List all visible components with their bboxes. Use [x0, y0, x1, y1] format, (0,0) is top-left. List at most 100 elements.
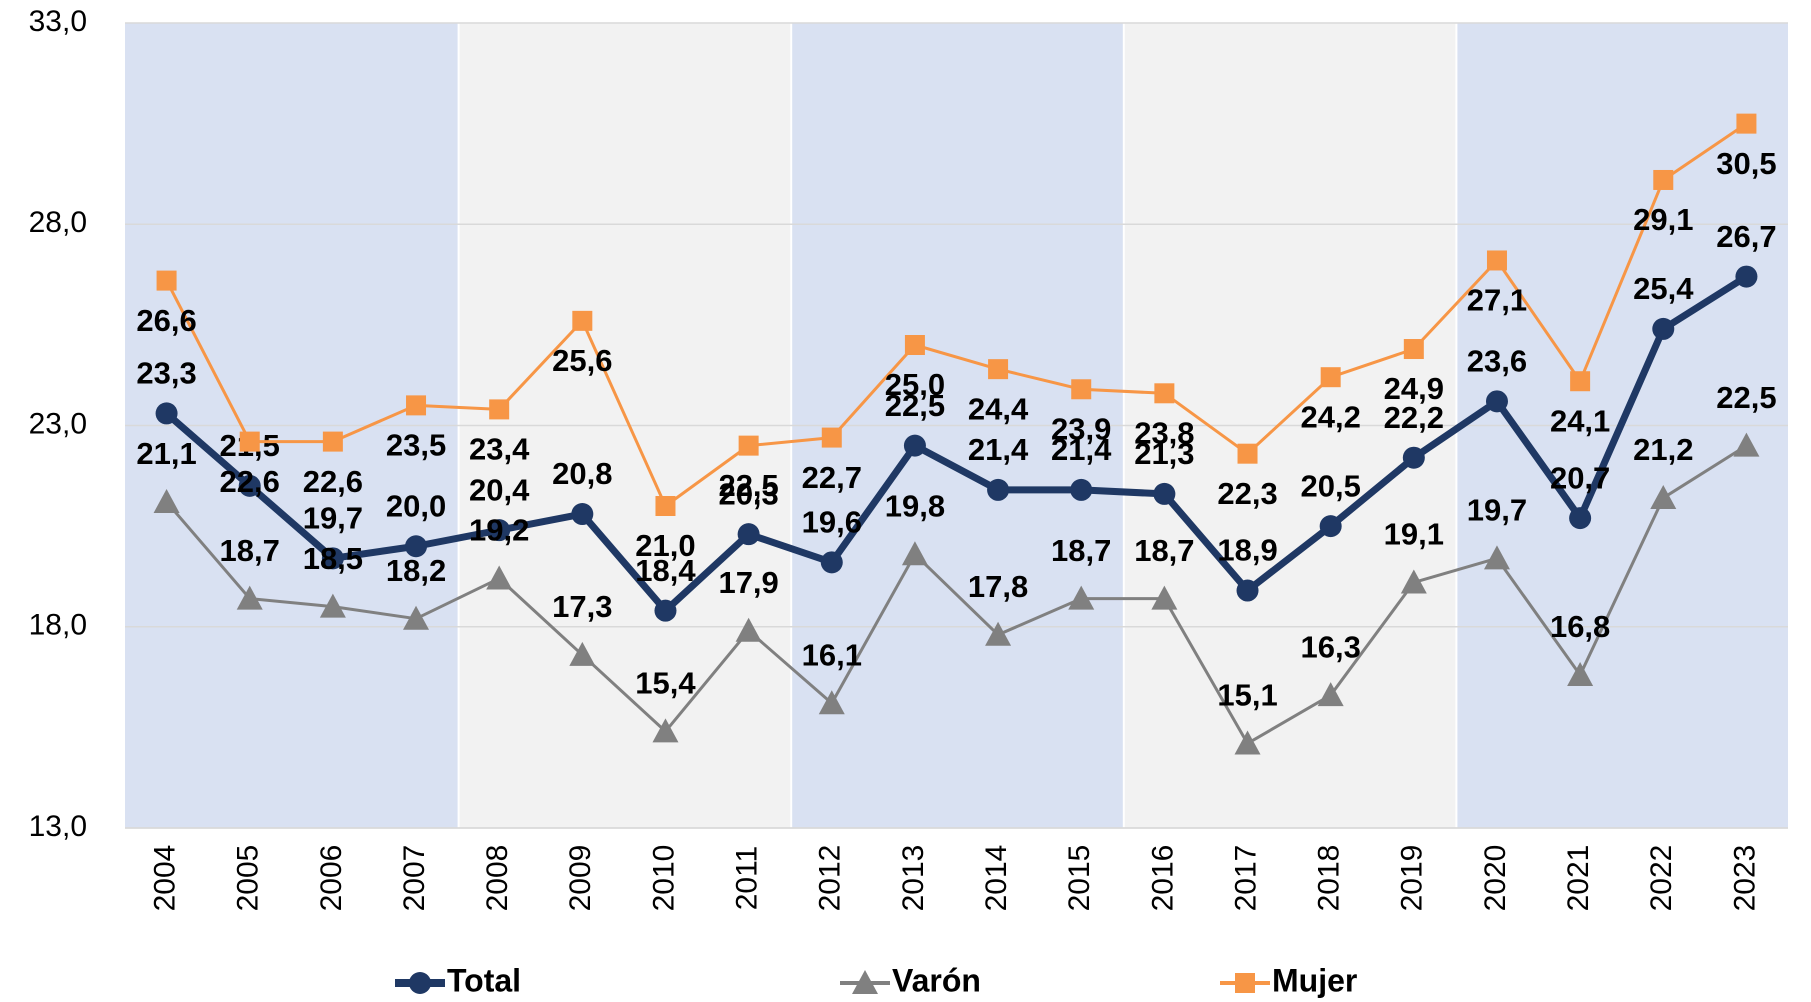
- value-label: 21,1: [136, 436, 196, 471]
- x-tick-label: 2013: [897, 845, 930, 912]
- point: [1237, 443, 1258, 464]
- value-label: 24,1: [1550, 403, 1610, 438]
- y-tick-label: 28,0: [29, 206, 87, 239]
- value-label: 23,9: [1051, 411, 1111, 446]
- point: [236, 585, 263, 610]
- point: [488, 519, 511, 542]
- value-label: 23,4: [469, 432, 530, 467]
- point: [238, 474, 261, 497]
- value-label: 25,0: [885, 367, 945, 402]
- point: [988, 359, 1009, 380]
- point: [1486, 250, 1507, 271]
- value-label: 20,0: [386, 488, 446, 523]
- x-tick-label: 2011: [731, 846, 764, 911]
- value-label: 19,7: [1467, 493, 1527, 528]
- value-label: 20,8: [552, 456, 612, 491]
- point: [1071, 379, 1092, 400]
- point: [738, 435, 759, 456]
- x-tick-label: 2018: [1313, 845, 1346, 912]
- x-tick-label: 2022: [1645, 845, 1678, 912]
- value-label: 21,0: [635, 528, 695, 563]
- value-label: 30,5: [1716, 146, 1776, 181]
- point: [654, 599, 677, 622]
- y-tick-label: 23,0: [29, 407, 87, 440]
- value-label: 22,3: [1217, 476, 1277, 511]
- value-label: 23,3: [136, 356, 196, 391]
- point: [652, 718, 679, 743]
- y-tick-label: 18,0: [29, 609, 87, 642]
- x-tick-label: 2014: [980, 845, 1013, 912]
- x-tick-label: 2017: [1229, 845, 1262, 912]
- point: [1483, 545, 1510, 570]
- value-label: 15,4: [635, 666, 696, 701]
- value-label: 16,8: [1550, 609, 1610, 644]
- point: [571, 503, 594, 526]
- series: 23,321,519,720,020,420,818,420,319,622,5…: [136, 219, 1777, 622]
- point: [1317, 682, 1344, 707]
- value-label: 18,2: [386, 553, 446, 588]
- point: [1652, 317, 1675, 340]
- point: [1567, 662, 1594, 687]
- value-label: 29,1: [1633, 202, 1693, 237]
- point: [818, 690, 845, 715]
- point: [901, 541, 928, 566]
- line: [164, 273, 1749, 615]
- series: 26,6 22,6 22,6 23,5 23,4 25,6 21,0 22,5 22,7 25,0…: [136, 113, 1777, 563]
- value-label: 27,1: [1467, 283, 1527, 318]
- x-tick-label: 2023: [1728, 845, 1761, 912]
- point: [1733, 432, 1760, 457]
- point: [821, 427, 842, 448]
- value-label: 20,3: [718, 476, 778, 511]
- value-label: 22,6: [220, 464, 280, 499]
- point: [1153, 482, 1176, 505]
- value-label: 21,4: [1051, 432, 1112, 467]
- point: [985, 621, 1012, 646]
- value-label: 22,5: [885, 388, 945, 423]
- point: [1653, 169, 1674, 190]
- point: [321, 547, 344, 570]
- point: [1236, 579, 1259, 602]
- point: [1319, 515, 1342, 538]
- value-label: 20,4: [469, 472, 530, 507]
- value-label: 25,6: [552, 343, 612, 378]
- value-label: 26,6: [136, 303, 196, 338]
- value-label: 22,5: [1716, 380, 1776, 415]
- point: [1735, 265, 1758, 288]
- value-label: 18,4: [635, 553, 696, 588]
- value-label: 22,5: [718, 468, 778, 503]
- value-label: 20,5: [1301, 468, 1361, 503]
- x-tick-label: 2008: [481, 845, 514, 912]
- point: [1235, 973, 1255, 993]
- value-label: 20,7: [1550, 460, 1610, 495]
- x-tick-label: 2012: [814, 845, 847, 912]
- value-label: 23,8: [1134, 415, 1194, 450]
- point: [239, 431, 260, 452]
- point: [409, 972, 431, 994]
- value-label: 15,1: [1217, 678, 1277, 713]
- y-tick-label: 33,0: [29, 5, 87, 38]
- point: [1070, 478, 1093, 501]
- line: [165, 122, 1748, 508]
- point: [1234, 730, 1261, 755]
- point: [322, 431, 343, 452]
- value-label: 16,3: [1301, 629, 1361, 664]
- point: [155, 402, 178, 425]
- y-tick-label: 13,0: [29, 810, 87, 843]
- point: [572, 310, 593, 331]
- x-tick-label: 2015: [1063, 845, 1096, 912]
- value-label: 21,2: [1633, 432, 1693, 467]
- point: [403, 605, 430, 630]
- point: [156, 270, 177, 291]
- value-label: 19,7: [303, 501, 363, 536]
- point: [852, 970, 878, 994]
- value-label: 19,2: [469, 513, 529, 548]
- point: [1485, 390, 1508, 413]
- legend-label: Mujer: [1272, 962, 1357, 998]
- point: [1402, 446, 1425, 469]
- value-label: 21,3: [1134, 436, 1194, 471]
- x-tick-label: 2006: [315, 845, 348, 912]
- x-tick-label: 2009: [564, 845, 597, 912]
- point: [1736, 113, 1757, 134]
